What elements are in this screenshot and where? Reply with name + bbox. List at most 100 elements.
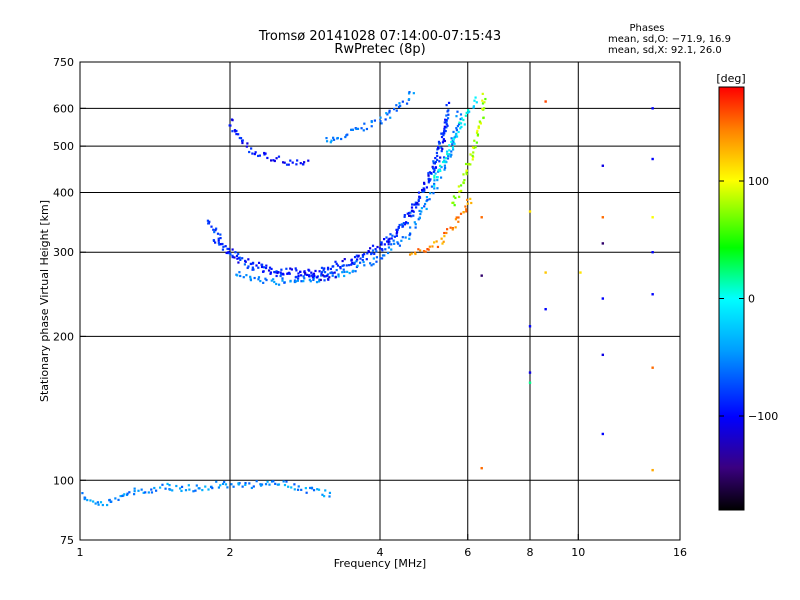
echo-dot (300, 488, 303, 491)
echo-dot (236, 274, 239, 277)
echo-dot (323, 279, 326, 282)
echo-dot (442, 134, 445, 137)
echo-dot (387, 243, 390, 246)
echo-dot (402, 222, 405, 225)
echo-dot (348, 271, 351, 275)
echo-dot (450, 140, 453, 143)
echo-dot (457, 123, 461, 126)
echo-dot (293, 483, 296, 486)
echo-dot (241, 257, 244, 260)
echo-dot (207, 222, 210, 225)
echo-dot (436, 187, 439, 190)
echo-dot (433, 179, 436, 182)
echo-dot (299, 162, 302, 165)
echo-dot (436, 154, 439, 158)
echo-trace (433, 96, 478, 187)
echo-dot (133, 493, 136, 496)
echo-dot (407, 92, 411, 95)
echo-dot (448, 153, 451, 156)
echo-dot (413, 221, 416, 224)
echo-dot (433, 241, 436, 244)
echo-dot (422, 190, 425, 193)
echo-dot (445, 114, 448, 117)
x-tick-label: 10 (571, 546, 585, 559)
echo-dot (361, 255, 365, 258)
echo-dot (321, 493, 324, 496)
echo-dot (208, 220, 211, 223)
echo-dot (429, 192, 432, 195)
echo-dot (83, 497, 86, 501)
echo-dot (390, 248, 393, 251)
echo-dot (236, 257, 239, 260)
echo-dot (440, 135, 444, 139)
echo-dot (315, 276, 319, 279)
echo-dot (456, 110, 459, 113)
echo-dot (350, 263, 353, 266)
echo-dot (372, 257, 375, 260)
echo-dot (388, 111, 391, 114)
echo-dot (405, 102, 409, 105)
echo-dot (307, 159, 310, 162)
echo-dot (457, 130, 460, 134)
echo-dot (259, 483, 262, 486)
echo-dot (339, 267, 342, 270)
echo-dot (462, 173, 465, 176)
echo-dot (375, 260, 378, 263)
echo-dot (230, 483, 233, 486)
echo-dot (459, 127, 462, 130)
echo-dot (446, 124, 449, 127)
echo-dot (341, 259, 344, 263)
echo-dot (406, 212, 409, 215)
echo-dot (431, 167, 435, 170)
echo-dot (270, 159, 273, 162)
echo-dot (231, 130, 234, 133)
echo-dot (94, 502, 97, 505)
echo-dot (302, 275, 305, 278)
echo-dot (370, 120, 373, 123)
echo-dot (481, 99, 484, 102)
echo-trace (451, 92, 487, 207)
echo-dot (475, 101, 478, 104)
echo-dot (450, 137, 453, 140)
echo-dot (268, 483, 271, 486)
echo-dot (452, 201, 455, 204)
echo-dot (407, 214, 411, 217)
echo-dot (241, 141, 244, 145)
echo-dot (336, 137, 339, 140)
echo-dot (413, 203, 416, 206)
echo-dot (356, 258, 359, 261)
echo-dot (433, 174, 436, 178)
echo-dot (277, 155, 281, 158)
echo-dot (369, 262, 372, 265)
echo-dot (328, 491, 332, 494)
echo-dot (456, 124, 460, 128)
echo-dot (444, 160, 447, 163)
echo-dot (256, 154, 260, 158)
x-axis-label: Frequency [MHz] (334, 557, 426, 570)
phase-stats-o-mode: mean, sd,O: −71.9, 16.9 (608, 34, 731, 45)
x-tick-label: 2 (227, 546, 234, 559)
echo-dot (324, 489, 327, 492)
echo-point (651, 251, 654, 254)
echo-dot (466, 202, 469, 205)
echo-dot (418, 217, 421, 220)
echo-dot (452, 195, 456, 198)
echo-dot (443, 121, 446, 124)
echo-dot (214, 229, 217, 232)
echo-point (651, 468, 654, 472)
echo-dot (319, 278, 322, 282)
echo-dot (445, 103, 448, 107)
echo-dot (281, 161, 285, 164)
echo-dot (322, 269, 325, 272)
echo-dot (327, 278, 330, 281)
echo-dot (258, 154, 261, 157)
echo-dot (326, 268, 330, 271)
echo-dot (351, 261, 354, 264)
echo-dot (232, 485, 235, 488)
echo-dot (423, 189, 426, 192)
echo-dot (453, 136, 456, 139)
echo-dot (210, 485, 213, 488)
echo-dot (473, 139, 476, 142)
echo-dot (439, 164, 442, 167)
